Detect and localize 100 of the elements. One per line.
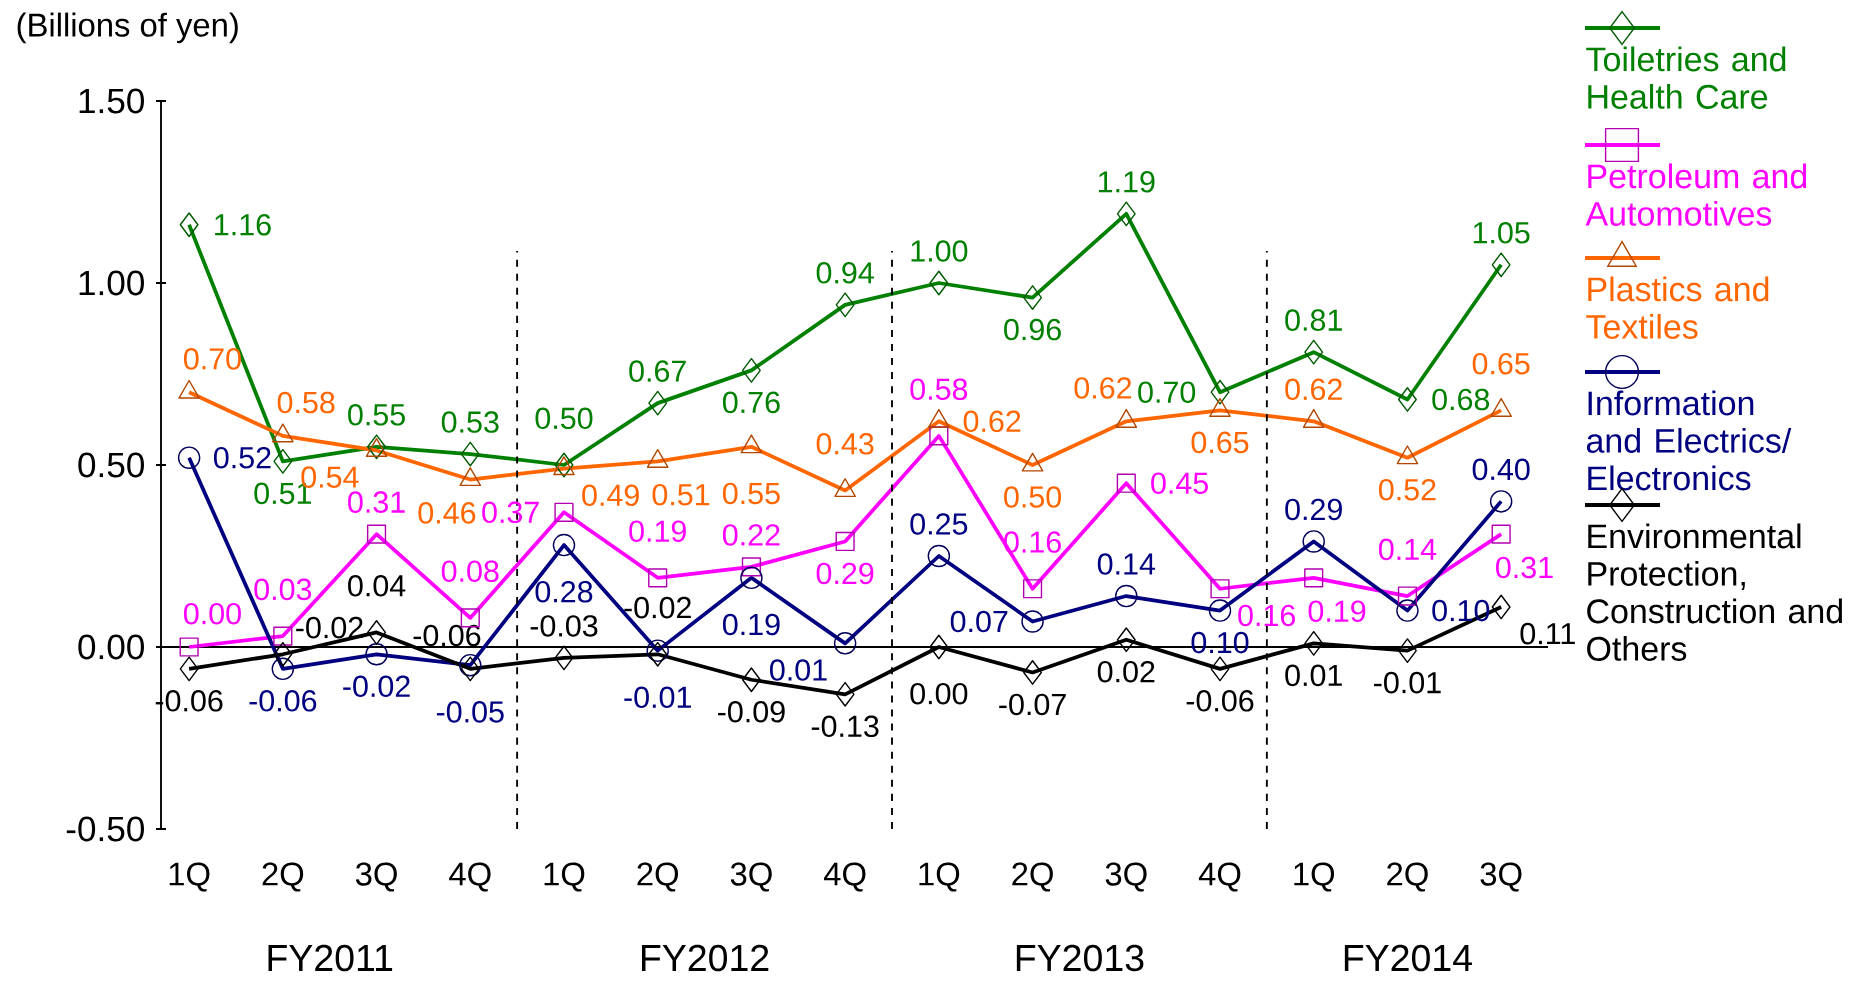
x-tick-label: 2Q <box>637 862 679 892</box>
point <box>552 533 576 557</box>
data-label: -0.06 <box>249 690 317 712</box>
legend-label: Environmental Protection, Construction and Others <box>1587 523 1842 661</box>
point <box>1397 638 1417 664</box>
y-tick-label: -0.50 <box>66 816 144 842</box>
point <box>459 653 482 677</box>
data-label: 0.14 <box>1097 553 1156 575</box>
data-label: 0.00 <box>183 602 241 625</box>
x-tick-label: 3Q <box>1105 862 1147 892</box>
data-label: 0.46 <box>418 502 476 524</box>
point <box>273 448 293 474</box>
legend-label: Toiletries and Health Care <box>1586 46 1786 109</box>
data-label: 0.45 <box>1151 472 1208 494</box>
data-label: 0.94 <box>816 262 874 284</box>
x-tick-label: 3Q <box>1480 862 1522 892</box>
point <box>1210 379 1230 405</box>
point <box>271 657 295 681</box>
x-tick-label: 4Q <box>823 862 866 892</box>
data-label: 0.37 <box>482 501 539 524</box>
point <box>929 270 949 296</box>
point <box>1208 599 1232 622</box>
point <box>1304 339 1324 365</box>
data-label: -0.06 <box>1186 690 1254 712</box>
point <box>179 212 199 238</box>
x-tick-label: 1Q <box>169 862 210 892</box>
data-label: 0.70 <box>183 348 241 370</box>
data-label: 0.04 <box>348 574 406 597</box>
data-label: 1.00 <box>911 240 968 262</box>
data-label: 0.70 <box>1138 381 1196 403</box>
y-axis-title: (Billions of yen) <box>17 12 238 44</box>
point <box>646 639 669 662</box>
data-label: 0.81 <box>1285 309 1342 331</box>
point <box>1491 252 1511 278</box>
x-tick-label: 3Q <box>355 862 397 892</box>
text: FY2012 <box>641 944 769 972</box>
point <box>1489 490 1513 513</box>
point <box>1116 627 1136 653</box>
point <box>648 390 668 416</box>
data-label: 0.52 <box>213 446 271 469</box>
data-label: 0.08 <box>441 560 499 582</box>
data-label: 0.51 <box>652 483 710 506</box>
data-label: 0.62 <box>1074 377 1132 399</box>
y-tick-label: 1.50 <box>79 88 144 114</box>
data-label: 0.76 <box>722 391 780 414</box>
x-tick-label: 1Q <box>1294 862 1335 892</box>
point <box>833 632 857 655</box>
point <box>1302 530 1325 553</box>
data-label: 0.01 <box>770 659 827 681</box>
data-label: 1.16 <box>215 213 271 236</box>
point <box>1396 599 1419 622</box>
text: FY2011 <box>268 944 393 972</box>
data-label: 0.50 <box>1004 486 1062 508</box>
legend-label: Information and Electrics/ Electronics <box>1586 390 1792 491</box>
data-label: 0.50 <box>535 407 593 430</box>
point <box>367 620 387 645</box>
data-label: 0.19 <box>1308 600 1366 622</box>
point <box>835 681 855 707</box>
point <box>741 357 761 383</box>
data-label: 1.19 <box>1098 171 1155 193</box>
data-label: 0.68 <box>1432 388 1490 411</box>
point <box>740 566 763 590</box>
data-label: -0.05 <box>436 701 504 723</box>
data-label: 0.25 <box>910 513 968 535</box>
y-tick-label: 0.50 <box>78 452 144 478</box>
data-label: 0.55 <box>348 404 405 426</box>
data-label: -0.02 <box>624 596 691 619</box>
data-label: 1.05 <box>1473 222 1530 244</box>
data-label: 0.19 <box>629 520 686 542</box>
data-label: 0.96 <box>1004 318 1061 341</box>
point <box>365 643 388 666</box>
data-label: 0.53 <box>441 411 499 433</box>
x-tick-label: 2Q <box>1387 862 1428 892</box>
point <box>1115 584 1138 608</box>
data-label: 0.19 <box>722 613 780 636</box>
data-label: -0.09 <box>718 700 785 723</box>
x-tick-label: 2Q <box>262 862 304 892</box>
data-label: -0.02 <box>343 675 410 698</box>
point <box>554 645 574 671</box>
point <box>1116 201 1136 227</box>
y-tick-label: 0.00 <box>78 634 144 660</box>
point <box>927 544 951 568</box>
data-label: 0.22 <box>722 524 780 546</box>
data-label: 0.10 <box>1432 599 1490 622</box>
data-label: 0.65 <box>1191 431 1249 454</box>
data-label: 0.00 <box>910 682 968 705</box>
data-label: -0.01 <box>624 686 691 709</box>
x-tick-label: 4Q <box>1198 862 1241 892</box>
x-tick-label: 1Q <box>919 862 960 892</box>
point <box>273 641 293 667</box>
data-label: -0.13 <box>811 715 879 738</box>
data-label: 0.11 <box>1520 622 1575 645</box>
data-label: 0.03 <box>254 578 312 601</box>
data-label: 0.40 <box>1472 458 1530 481</box>
data-label: 0.43 <box>816 433 874 455</box>
data-label: 0.01 <box>1285 664 1342 687</box>
data-label: -0.06 <box>413 624 481 647</box>
data-label: -0.07 <box>999 693 1066 716</box>
data-label: 0.02 <box>1097 660 1155 683</box>
point <box>835 292 855 318</box>
